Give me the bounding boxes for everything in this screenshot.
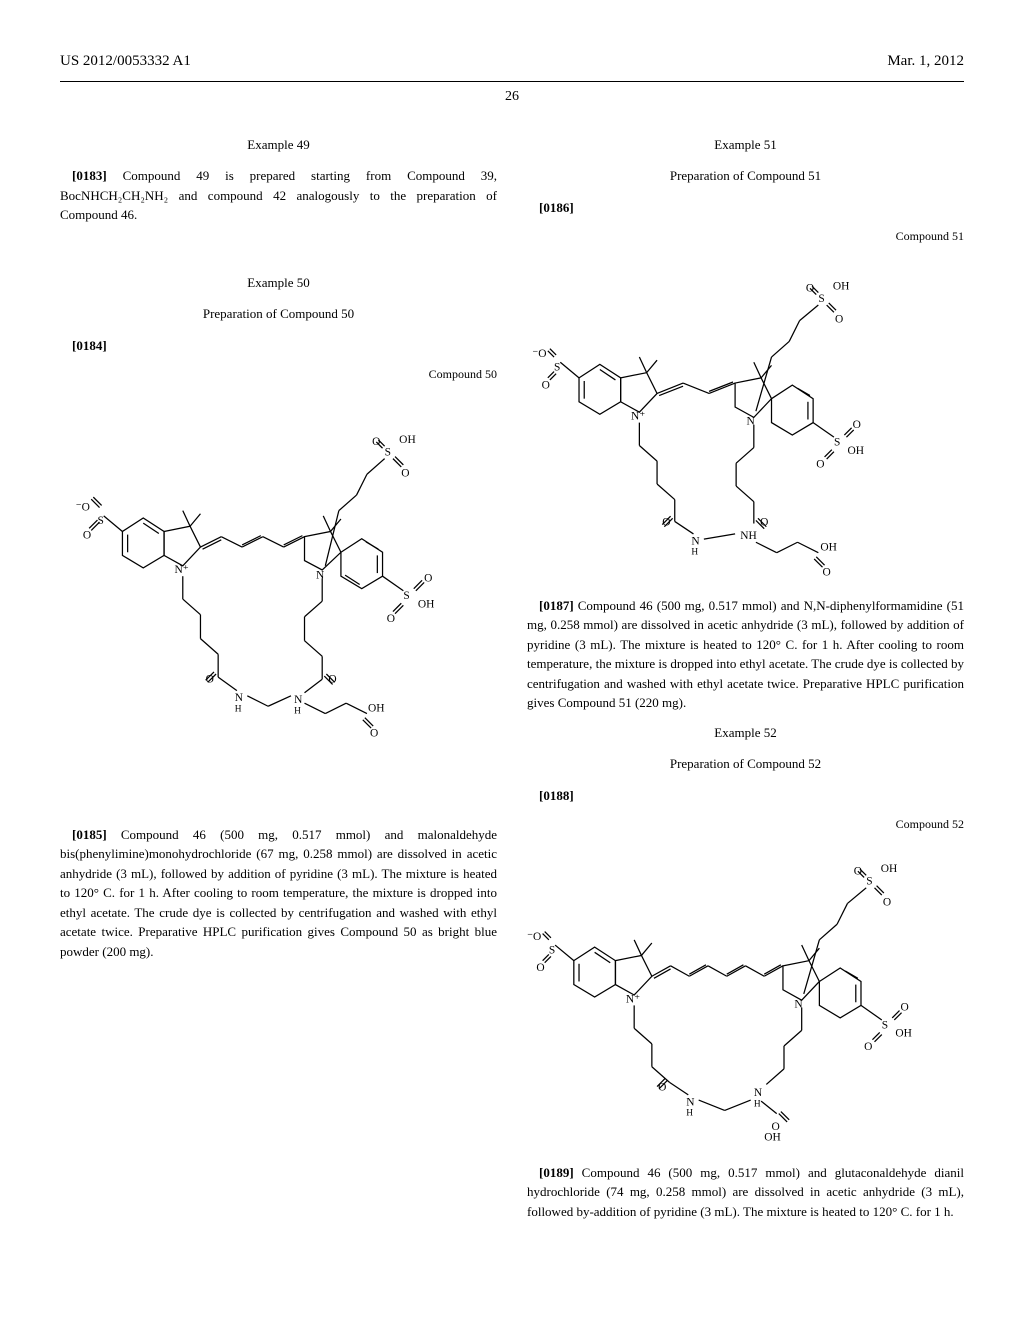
svg-text:OH: OH	[764, 1132, 781, 1143]
compound-51-label: Compound 51	[527, 227, 964, 245]
page-number: 26	[60, 86, 964, 107]
para-0184: [0184]	[60, 336, 497, 356]
header-rule	[60, 81, 964, 82]
compound-51-structure: ⁻O S O N⁺	[527, 253, 964, 576]
para-0185: [0185] Compound 46 (500 mg, 0.517 mmol) …	[60, 825, 497, 962]
svg-text:O: O	[536, 962, 544, 974]
svg-text:S: S	[554, 362, 560, 374]
svg-text:N: N	[316, 569, 324, 581]
chemical-structure-icon: ⁻O S O N⁺	[527, 841, 964, 1143]
svg-text:S: S	[97, 515, 103, 527]
svg-text:N: N	[686, 1096, 694, 1108]
example-52-subtitle: Preparation of Compound 52	[527, 754, 964, 774]
svg-text:O: O	[835, 314, 843, 326]
svg-text:S: S	[549, 944, 555, 956]
svg-text:OH: OH	[847, 445, 864, 457]
para-0189: [0189] Compound 46 (500 mg, 0.517 mmol) …	[527, 1163, 964, 1222]
example-50-title: Example 50	[60, 273, 497, 293]
svg-text:N: N	[294, 694, 302, 706]
svg-text:O: O	[424, 572, 432, 584]
patent-date: Mar. 1, 2012	[887, 50, 964, 73]
example-50-subtitle: Preparation of Compound 50	[60, 304, 497, 324]
svg-text:⁻O: ⁻O	[76, 502, 90, 514]
svg-text:OH: OH	[399, 434, 416, 446]
two-column-layout: Example 49 [0183] Compound 49 is prepare…	[60, 127, 964, 1232]
para-num: [0189]	[539, 1165, 574, 1180]
para-0186: [0186]	[527, 198, 964, 218]
compound-52-structure: ⁻O S O N⁺	[527, 841, 964, 1143]
compound-50-label: Compound 50	[60, 365, 497, 383]
compound-50-structure: ⁻O S O N⁺	[60, 391, 497, 745]
para-text: Compound 49 is prepared starting from Co…	[60, 168, 497, 222]
svg-text:N: N	[235, 692, 243, 704]
chemical-structure-icon: ⁻O S O N⁺	[527, 253, 964, 576]
example-49-title: Example 49	[60, 135, 497, 155]
svg-text:S: S	[385, 447, 391, 459]
svg-text:S: S	[834, 436, 840, 448]
svg-text:O: O	[864, 1041, 872, 1053]
svg-text:O: O	[760, 517, 768, 529]
svg-text:O: O	[370, 727, 378, 739]
svg-text:H: H	[294, 707, 301, 717]
para-num: [0186]	[539, 200, 574, 215]
svg-text:H: H	[686, 1109, 693, 1119]
svg-text:S: S	[818, 293, 824, 305]
para-num: [0184]	[72, 338, 107, 353]
svg-text:O: O	[401, 467, 409, 479]
para-num: [0188]	[539, 788, 574, 803]
svg-text:O: O	[853, 419, 861, 431]
svg-text:N⁺: N⁺	[174, 564, 188, 576]
para-num: [0187]	[539, 598, 574, 613]
svg-text:OH: OH	[368, 702, 385, 714]
svg-text:O: O	[822, 567, 830, 576]
svg-text:O: O	[883, 897, 891, 909]
para-0183: [0183] Compound 49 is prepared starting …	[60, 166, 497, 225]
chemical-structure-icon: ⁻O S O N⁺	[60, 391, 497, 745]
left-column: Example 49 [0183] Compound 49 is prepare…	[60, 127, 497, 1232]
svg-text:⁻O: ⁻O	[532, 348, 546, 360]
right-column: Example 51 Preparation of Compound 51 [0…	[527, 127, 964, 1232]
para-text: Compound 46 (500 mg, 0.517 mmol) and N,N…	[527, 598, 964, 711]
para-num: [0185]	[72, 827, 107, 842]
svg-text:N⁺: N⁺	[626, 993, 640, 1005]
example-51-subtitle: Preparation of Compound 51	[527, 166, 964, 186]
svg-text:S: S	[403, 590, 409, 602]
svg-text:O: O	[542, 379, 550, 391]
para-0187: [0187] Compound 46 (500 mg, 0.517 mmol) …	[527, 596, 964, 713]
para-text: Compound 46 (500 mg, 0.517 mmol) and glu…	[527, 1165, 964, 1219]
svg-text:NH: NH	[740, 530, 757, 542]
svg-text:H: H	[691, 548, 698, 558]
svg-text:OH: OH	[833, 280, 850, 292]
svg-text:S: S	[866, 876, 872, 888]
svg-text:N: N	[754, 1087, 762, 1099]
svg-text:O: O	[387, 613, 395, 625]
para-num: [0183]	[72, 168, 107, 183]
compound-52-label: Compound 52	[527, 815, 964, 833]
svg-text:OH: OH	[895, 1028, 912, 1040]
page-header: US 2012/0053332 A1 Mar. 1, 2012	[60, 50, 964, 73]
svg-text:N⁺: N⁺	[631, 410, 645, 422]
svg-text:O: O	[901, 1002, 909, 1014]
svg-text:⁻O: ⁻O	[527, 931, 541, 943]
para-text: Compound 46 (500 mg, 0.517 mmol) and mal…	[60, 827, 497, 959]
svg-text:OH: OH	[418, 598, 435, 610]
para-0188: [0188]	[527, 786, 964, 806]
svg-text:H: H	[754, 1099, 761, 1109]
svg-text:O: O	[816, 458, 824, 470]
svg-text:OH: OH	[820, 542, 837, 554]
example-52-title: Example 52	[527, 723, 964, 743]
svg-text:S: S	[882, 1019, 888, 1031]
svg-text:H: H	[235, 704, 242, 714]
patent-number: US 2012/0053332 A1	[60, 50, 191, 73]
example-51-title: Example 51	[527, 135, 964, 155]
svg-text:N: N	[691, 535, 699, 547]
svg-text:O: O	[83, 530, 91, 542]
svg-text:OH: OH	[881, 863, 898, 875]
